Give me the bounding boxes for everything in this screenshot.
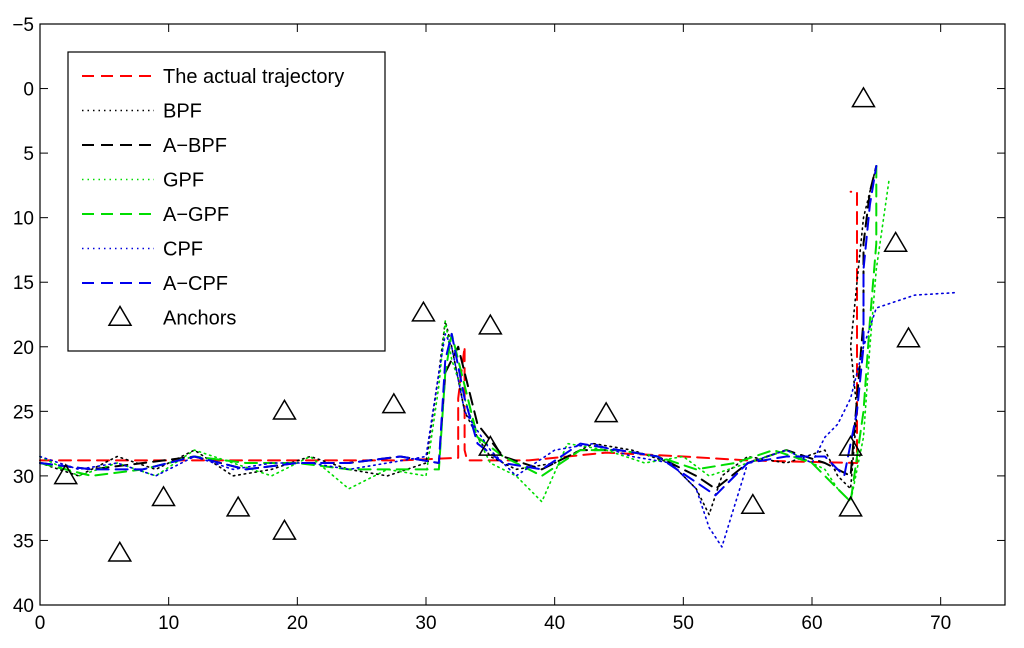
anchor-marker	[883, 231, 908, 252]
legend-label-a-gpf: A−GPF	[163, 204, 229, 226]
y-tick-label: 20	[13, 338, 34, 359]
y-tick-label: 40	[13, 596, 34, 617]
anchor-marker	[478, 435, 503, 456]
series-a-cpf	[39, 165, 878, 497]
legend: The actual trajectory BPF A−BPF GPF A−GPF CPF…	[67, 51, 386, 352]
anchor-marker	[381, 392, 407, 414]
series-line-a-cpf	[39, 165, 878, 497]
legend-box	[67, 51, 386, 352]
y-tick-label: 35	[13, 531, 34, 552]
series-line-gpf	[39, 178, 891, 503]
series-gpf	[39, 178, 891, 503]
y-tick-label: 30	[13, 467, 34, 488]
y-tick-label: 5	[23, 144, 34, 165]
anchor-marker	[107, 540, 133, 562]
x-tick-label: 30	[415, 613, 436, 634]
series-layer	[39, 86, 957, 562]
legend-label-cpf: CPF	[163, 239, 203, 261]
anchor-marker	[53, 463, 79, 485]
anchor-marker	[272, 398, 297, 420]
anchor-marker	[838, 435, 863, 456]
anchor-marker	[478, 313, 503, 335]
anchor-marker	[272, 518, 297, 540]
y-tick-label: −5	[12, 15, 34, 36]
series-line-bpf	[39, 165, 878, 516]
x-tick-label: 50	[673, 613, 694, 634]
y-tick-label: 25	[13, 402, 34, 423]
series-cpf	[39, 291, 957, 548]
anchor-marker	[851, 86, 876, 108]
x-tick-label: 10	[158, 613, 179, 634]
y-tick-label: 0	[23, 80, 34, 101]
x-tick-label: 0	[35, 613, 46, 634]
anchor-marker	[411, 300, 436, 322]
legend-label-anchors: Anchors	[163, 308, 236, 330]
series-anchors	[53, 86, 921, 562]
x-tick-label: 40	[544, 613, 565, 634]
anchor-marker	[838, 495, 863, 517]
legend-label-the-actual-trajectory: The actual trajectory	[163, 66, 344, 88]
anchor-marker	[593, 401, 619, 423]
x-tick-label: 60	[801, 613, 822, 634]
series-bpf	[39, 165, 878, 516]
anchor-marker	[896, 326, 921, 348]
x-tick-label: 20	[287, 613, 308, 634]
anchor-marker	[740, 493, 766, 515]
axis-ticks: 0 10 20 30 40 50 60 70 −5 0 5 10 15 20 25 30 35 40	[12, 15, 1005, 634]
legend-label-gpf: GPF	[163, 170, 204, 192]
anchor-marker	[151, 485, 176, 507]
legend-swatch-anchors	[107, 305, 133, 326]
anchor-marker	[225, 495, 251, 517]
legend-label-a-cpf: A−CPF	[163, 273, 228, 295]
plot-frame	[39, 23, 1006, 606]
legend-label-a-bpf: A−BPF	[163, 135, 227, 157]
y-tick-label: 10	[13, 209, 34, 230]
series-line-cpf	[39, 291, 957, 548]
x-tick-label: 70	[930, 613, 951, 634]
y-tick-label: 15	[13, 273, 34, 294]
legend-label-bpf: BPF	[163, 101, 202, 123]
